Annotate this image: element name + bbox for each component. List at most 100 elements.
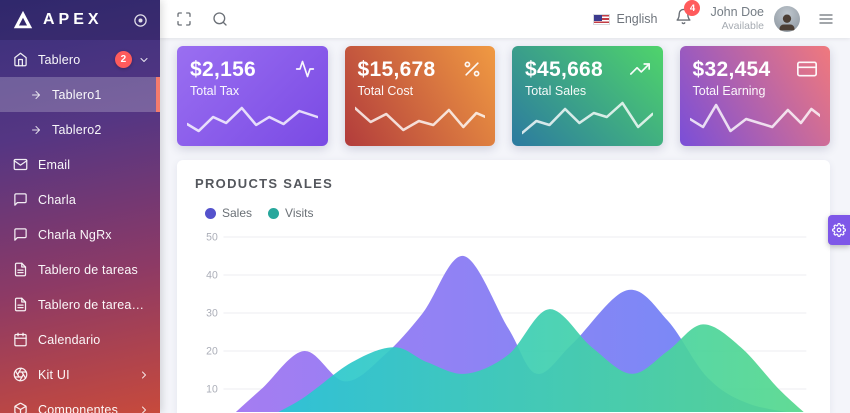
- sidebar-item-kit-ui[interactable]: Kit UI: [0, 357, 160, 392]
- legend-dot: [268, 207, 280, 219]
- sidebar-item-label: Componentes: [38, 402, 119, 413]
- file-text-icon: [13, 297, 28, 312]
- aperture-icon: [13, 367, 28, 382]
- stat-amount: $2,156: [190, 58, 257, 81]
- chart-title: PRODUCTS SALES: [195, 176, 334, 191]
- menu-toggle-icon[interactable]: [818, 11, 834, 27]
- products-sales-card: PRODUCTS SALES Sales Visits 50 40 30 20 10: [177, 160, 830, 413]
- stat-amount: $15,678: [357, 58, 436, 81]
- chart-legend: Sales Visits: [205, 206, 812, 220]
- sidebar-item-label: Charla NgRx: [38, 227, 112, 242]
- chevron-right-icon: [138, 369, 150, 381]
- message-square-icon: [13, 227, 28, 242]
- y-axis-label: 50: [206, 231, 218, 243]
- sidebar-item-label: Calendario: [38, 332, 101, 347]
- menu-badge: 2: [115, 51, 132, 68]
- file-text-icon: [13, 262, 28, 277]
- sidebar-item-label: Kit UI: [38, 367, 70, 382]
- sidebar-item-label: Charla: [38, 192, 77, 207]
- bell-icon: [675, 8, 692, 30]
- stat-label: Total Tax: [190, 84, 240, 98]
- sidebar: APEX Tablero 2 Tablero1 Tablero2 Email Charla…: [0, 0, 160, 413]
- sidebar-item-tablero1[interactable]: Tablero1: [0, 77, 160, 112]
- app-logo-text[interactable]: APEX: [43, 11, 103, 28]
- stat-card-total-sales: $45,668 Total Sales: [512, 46, 663, 146]
- stat-card-total-cost: $15,678 Total Cost: [344, 46, 495, 146]
- y-axis-label: 40: [206, 269, 218, 281]
- y-axis-label: 20: [206, 345, 218, 357]
- sidebar-item-tablero2[interactable]: Tablero2: [0, 112, 160, 147]
- legend-label: Sales: [222, 206, 253, 220]
- sidebar-item-tablero[interactable]: Tablero 2: [0, 42, 160, 77]
- sparkline-chart: [522, 98, 653, 140]
- sidebar-header: APEX: [0, 0, 160, 40]
- sidebar-collapse-toggle-icon[interactable]: [133, 13, 148, 28]
- arrow-right-icon: [30, 89, 42, 101]
- stat-card-total-earning: $32,454 Total Earning: [679, 46, 830, 146]
- package-icon: [13, 402, 28, 413]
- chevron-right-icon: [138, 404, 150, 413]
- trending-up-icon: [629, 59, 650, 84]
- user-meta: John Doe Available: [710, 5, 764, 34]
- settings-fab-button[interactable]: [828, 215, 850, 245]
- top-navbar: English 4 John Doe Available: [160, 0, 850, 38]
- user-name: John Doe: [710, 4, 764, 19]
- us-flag-icon: [593, 13, 611, 25]
- percent-icon: [462, 59, 482, 84]
- message-square-icon: [13, 192, 28, 207]
- area-series-visits: [278, 309, 804, 412]
- fullscreen-icon[interactable]: [176, 11, 192, 27]
- stat-amount: $45,668: [525, 58, 604, 81]
- sidebar-item-label: Tablero2: [52, 122, 102, 137]
- sidebar-item-charla[interactable]: Charla: [0, 182, 160, 217]
- chevron-down-icon: [138, 54, 150, 66]
- sidebar-item-label: Tablero de tareas N...: [38, 297, 150, 312]
- legend-item-sales[interactable]: Sales: [205, 206, 252, 220]
- language-selector[interactable]: English: [593, 12, 657, 26]
- stat-cards-row: $2,156 Total Tax $15,678 Total Cost $45,668 T…: [177, 46, 830, 146]
- legend-label: Visits: [285, 206, 314, 220]
- search-icon[interactable]: [212, 11, 228, 27]
- credit-card-icon: [797, 59, 817, 84]
- sidebar-item-label: Tablero de tareas: [38, 262, 138, 277]
- stat-amount: $32,454: [692, 58, 771, 81]
- notification-badge: 4: [684, 0, 701, 16]
- sidebar-item-label: Email: [38, 157, 71, 172]
- legend-item-visits[interactable]: Visits: [268, 206, 313, 220]
- language-label: English: [616, 12, 658, 26]
- avatar[interactable]: [774, 6, 800, 32]
- area-chart: 50 40 30 20 10: [195, 224, 812, 412]
- sidebar-item-calendario[interactable]: Calendario: [0, 322, 160, 357]
- sparkline-chart: [187, 98, 318, 140]
- home-icon: [13, 52, 28, 67]
- apex-logo-icon[interactable]: [12, 9, 34, 31]
- y-axis-label: 30: [206, 307, 218, 319]
- stat-card-total-tax: $2,156 Total Tax: [177, 46, 328, 146]
- arrow-right-icon: [30, 124, 42, 136]
- sidebar-item-tablero-de-tareas-n[interactable]: Tablero de tareas N...: [0, 287, 160, 322]
- calendar-icon: [13, 332, 28, 347]
- user-menu[interactable]: John Doe Available: [710, 5, 800, 34]
- navbar-right: English 4 John Doe Available: [593, 0, 834, 34]
- stat-label: Total Sales: [525, 84, 587, 98]
- y-axis-label: 10: [206, 383, 218, 395]
- main-column: English 4 John Doe Available $2,156 Total…: [160, 0, 850, 413]
- sidebar-item-email[interactable]: Email: [0, 147, 160, 182]
- sidebar-item-label: Tablero1: [52, 87, 102, 102]
- sidebar-item-charla-ngrx[interactable]: Charla NgRx: [0, 217, 160, 252]
- legend-dot: [205, 207, 216, 219]
- content-area: $2,156 Total Tax $15,678 Total Cost $45,668 T…: [160, 38, 850, 413]
- sidebar-menu: Tablero 2 Tablero1 Tablero2 Email Charla Charl…: [0, 40, 160, 413]
- user-status: Available: [721, 20, 764, 33]
- mail-icon: [13, 157, 28, 172]
- activity-icon: [295, 59, 315, 84]
- sparkline-chart: [354, 98, 485, 140]
- stat-label: Total Earning: [692, 84, 766, 98]
- sidebar-item-componentes[interactable]: Componentes: [0, 392, 160, 413]
- sparkline-chart: [689, 98, 820, 140]
- notifications-button[interactable]: 4: [675, 0, 701, 30]
- stat-label: Total Cost: [357, 84, 414, 98]
- sidebar-item-tablero-de-tareas[interactable]: Tablero de tareas: [0, 252, 160, 287]
- sidebar-item-label: Tablero: [38, 52, 81, 67]
